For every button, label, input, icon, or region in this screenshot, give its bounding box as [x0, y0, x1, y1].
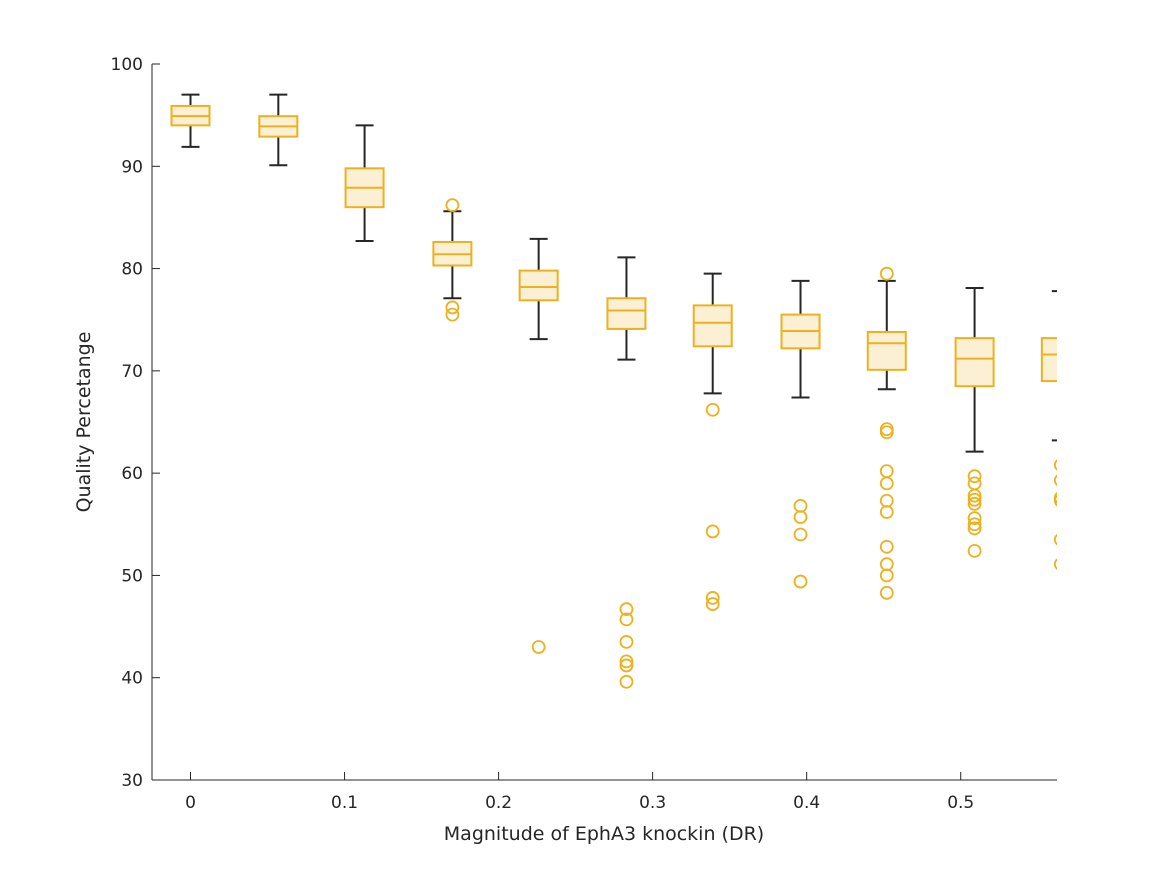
outlier-point: [879, 568, 894, 583]
box-group: [866, 266, 907, 600]
box: [866, 330, 907, 371]
outlier-point: [879, 539, 894, 554]
outlier-point: [445, 307, 460, 322]
outlier-point: [619, 612, 634, 627]
box: [606, 297, 647, 330]
box-group: [692, 272, 733, 611]
outlier-point: [705, 402, 720, 417]
box-group: [518, 237, 559, 654]
box-group: [344, 124, 385, 242]
outlier-point: [445, 300, 460, 315]
y-tick-label: 100: [111, 55, 143, 75]
outlier-point: [531, 640, 546, 654]
outlier-point: [967, 521, 982, 536]
box-group: [780, 279, 821, 589]
outlier-point: [445, 198, 460, 213]
box-group: [170, 93, 211, 148]
outlier-point: [705, 597, 720, 611]
outlier-point: [793, 498, 808, 513]
outlier-point: [967, 488, 982, 503]
outlier-point: [967, 511, 982, 526]
outlier-point: [1053, 474, 1057, 487]
x-tick-label: 0.3: [639, 793, 666, 813]
x-tick-label: 0: [185, 793, 196, 813]
outlier-point: [879, 493, 894, 508]
outlier-point: [619, 674, 634, 689]
box-group: [258, 93, 299, 167]
outlier-point: [705, 524, 720, 539]
outlier-point: [1053, 558, 1057, 570]
box: [692, 304, 733, 348]
outlier-point: [1053, 533, 1057, 546]
box-group: [954, 287, 995, 558]
y-tick-label: 40: [121, 669, 143, 689]
ticks: 0 0.1 0.2 0.3 0.4 0.5 30 40 50 60 70 80 90 100: [111, 55, 975, 813]
outlier-point: [967, 496, 982, 511]
outlier-point: [793, 510, 808, 525]
outlier-point: [879, 425, 894, 440]
outlier-point: [967, 476, 982, 491]
outlier-point: [879, 505, 894, 519]
box-group: [606, 256, 647, 689]
outlier-point: [967, 517, 982, 532]
outlier-point: [879, 585, 894, 600]
box-group: [432, 198, 473, 322]
x-tick-label: 0.1: [331, 793, 358, 813]
outlier-point: [879, 464, 894, 478]
y-tick-label: 70: [121, 362, 143, 382]
outlier-point: [619, 658, 634, 673]
outlier-point: [793, 574, 808, 589]
y-axis-label: Quality Percetange: [73, 332, 95, 513]
outlier-point: [967, 492, 982, 507]
box: [954, 337, 995, 388]
x-axis-label: Magnitude of EphA3 knockin (DR): [444, 823, 764, 845]
outlier-point: [967, 469, 982, 484]
outlier-point: [1053, 459, 1057, 471]
outlier-point: [619, 654, 634, 669]
axes: [151, 64, 1057, 781]
y-tick-label: 90: [121, 157, 143, 177]
outlier-point: [619, 635, 634, 649]
y-tick-label: 60: [121, 464, 143, 484]
outlier-point: [879, 476, 894, 491]
outlier-point: [1053, 495, 1057, 507]
y-tick-label: 30: [121, 771, 143, 791]
outlier-point: [879, 266, 894, 281]
y-tick-label: 80: [121, 260, 143, 280]
outlier-point: [705, 591, 720, 605]
outlier-point: [879, 557, 894, 572]
box-group: [1040, 290, 1057, 570]
x-tick-label: 0.5: [947, 793, 974, 813]
x-tick-label: 0.4: [793, 793, 820, 813]
x-tick-label: 0.2: [485, 793, 512, 813]
outlier-point: [619, 602, 634, 617]
box: [518, 269, 559, 302]
plot-area: [170, 93, 1057, 689]
box: [1040, 337, 1057, 383]
outlier-point: [967, 543, 982, 558]
y-tick-label: 50: [121, 566, 143, 586]
outlier-point: [793, 527, 808, 542]
